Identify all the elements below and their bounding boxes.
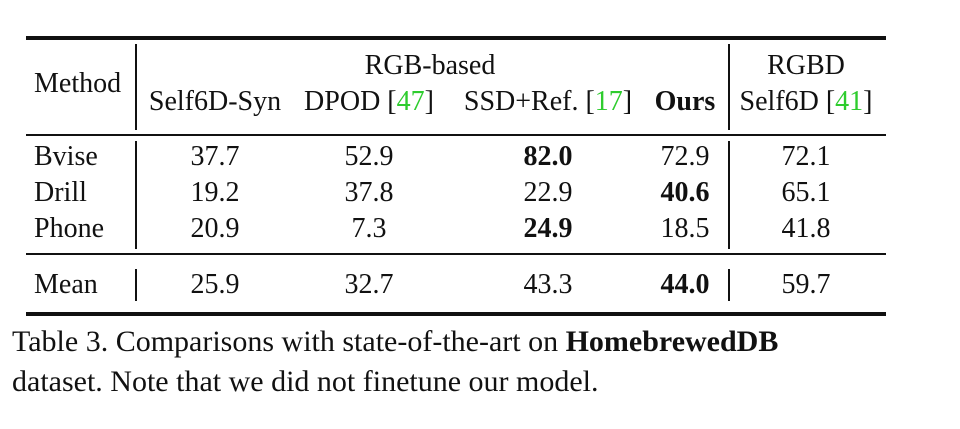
header-col-ssd-ref: SSD+Ref. [17]: [463, 86, 633, 117]
method-separator-header: [135, 44, 137, 130]
table-cell: 37.8: [344, 177, 394, 208]
citation-link[interactable]: 17: [594, 86, 623, 117]
table-cell: 41.8: [781, 213, 831, 244]
row-name: Phone: [34, 213, 104, 244]
table-cell-best: 44.0: [660, 269, 710, 300]
header-col-self6d: Self6D [41]: [739, 86, 873, 117]
top-rule: [26, 36, 886, 40]
header-col-ours: Ours: [654, 86, 716, 117]
table-cell: 59.7: [781, 269, 831, 300]
table-cell-best: 24.9: [523, 213, 573, 244]
bottom-rule: [26, 312, 886, 316]
table-cell: 32.7: [344, 269, 394, 300]
table-cell: 7.3: [351, 213, 387, 244]
table-cell-best: 40.6: [660, 177, 710, 208]
header-col-self6d-syn: Self6D-Syn: [148, 86, 282, 117]
header-rule: [26, 134, 886, 136]
mean-rule: [26, 253, 886, 255]
method-separator-body: [135, 141, 137, 249]
header-col-dpod: DPOD [47]: [304, 86, 434, 117]
citation-link[interactable]: 41: [835, 86, 864, 117]
method-separator-mean: [135, 269, 137, 301]
table-cell: 37.7: [190, 141, 240, 172]
header-group-rgb: RGB-based: [364, 50, 496, 81]
table-cell: 43.3: [523, 269, 573, 300]
table-cell: 25.9: [190, 269, 240, 300]
table-cell: 18.5: [660, 213, 710, 244]
rgbd-separator-body: [728, 141, 730, 249]
table-cell: 22.9: [523, 177, 573, 208]
table-cell: 65.1: [781, 177, 831, 208]
table-cell: 72.1: [781, 141, 831, 172]
row-name: Bvise: [34, 141, 98, 172]
table-cell: 20.9: [190, 213, 240, 244]
header-method: Method: [34, 68, 122, 99]
table-caption: Table 3. Comparisons with state-of-the-a…: [12, 325, 779, 398]
table-cell: 72.9: [660, 141, 710, 172]
row-name: Drill: [34, 177, 87, 208]
citation-link[interactable]: 47: [396, 86, 425, 117]
rgbd-separator-header: [728, 44, 730, 130]
table-cell-best: 82.0: [523, 141, 573, 172]
table-cell: 19.2: [190, 177, 240, 208]
rgbd-separator-mean: [728, 269, 730, 301]
row-name: Mean: [34, 269, 98, 300]
header-group-rgbd: RGBD: [767, 50, 845, 81]
table-cell: 52.9: [344, 141, 394, 172]
